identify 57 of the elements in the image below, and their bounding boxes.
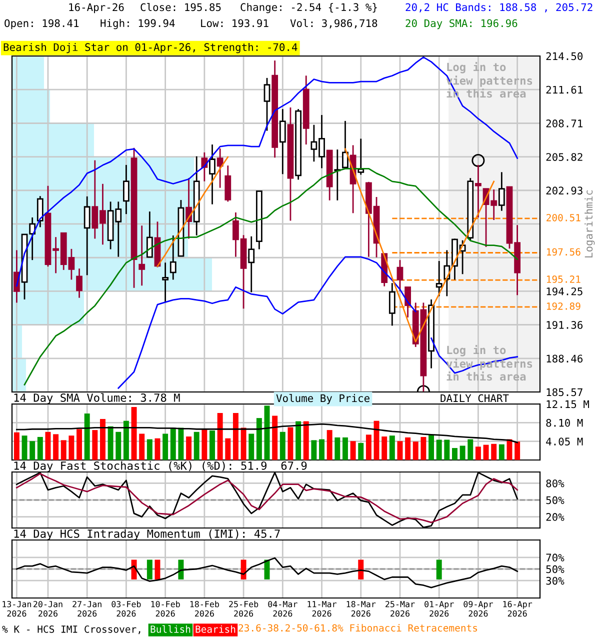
y-tick-label: 8.10 M <box>546 418 583 427</box>
text: 23.6-38.2-50-61.8% Fibonacci Retracements <box>238 624 478 632</box>
text: High: 199.94 <box>100 19 175 30</box>
annotation: Log in to view patterns in this area <box>446 344 532 381</box>
x-tick-label: 18-Mar 2026 <box>346 600 376 617</box>
y-tick-label: 191.36 <box>546 321 583 329</box>
y-tick-label: 20% <box>546 513 564 521</box>
x-tick-label: 25-Feb 2026 <box>229 600 258 617</box>
y-tick-label: 12.15 M <box>546 400 590 408</box>
chart-title: 14 Day Fast Stochastic (%K) (%D): 51.9 67.9 <box>14 461 307 472</box>
y-tick-label: 30% <box>546 576 564 585</box>
y-tick-label: 50% <box>546 565 564 574</box>
y-tick-label: 4.05 M <box>546 438 583 446</box>
text: Open: 198.41 <box>4 19 79 30</box>
y-axis-title: Logarithmic <box>584 190 595 258</box>
x-tick-label: 16-Apr 2026 <box>503 600 532 617</box>
y-tick-label: 208.71 <box>546 120 582 128</box>
x-tick-label: 09-Apr 2026 <box>464 600 493 617</box>
text: Low: 193.91 <box>201 19 268 28</box>
y-tick-label: 188.46 <box>546 354 583 363</box>
x-tick-label: 01-Apr 2026 <box>424 600 454 617</box>
text: Bullish <box>150 625 190 633</box>
x-tick-label: 25-Mar 2026 <box>386 600 415 617</box>
text: Close: 195.85 <box>140 3 221 12</box>
x-tick-label: 11-Mar 2026 <box>308 601 336 617</box>
annotation: Volume By Price <box>276 394 370 404</box>
text: Bearish <box>196 625 236 633</box>
ref-line-label: 192.89 <box>547 302 580 310</box>
chart-title: 14 Day SMA Volume: 3.78 M <box>14 393 180 404</box>
x-tick-label: 13-Jan 2026 <box>2 600 32 617</box>
text: Vol: 3,986,718 <box>290 19 378 28</box>
y-tick-label: 80% <box>546 479 564 488</box>
text: 20,2 HC Bands: 188.58 , 205.72 <box>406 3 592 12</box>
y-tick-label: 50% <box>546 496 564 504</box>
y-tick-label: 205.82 <box>546 153 582 161</box>
legend-title: % K - HCS IMI Crossover, <box>2 625 140 634</box>
text: DAILY CHART <box>440 394 509 402</box>
x-tick-label: 18-Feb 2026 <box>190 600 219 617</box>
x-tick-label: 20-Jan 2026 <box>34 600 62 617</box>
ref-line-label: 197.56 <box>547 248 580 256</box>
text: Change: -2.54 {-1.3 %} <box>240 3 377 14</box>
y-tick-label: 185.57 <box>546 388 582 396</box>
chart-title: 14 Day HCS Intraday Momentum (IMI): 45.7 <box>14 529 280 540</box>
x-tick-label: 03-Feb 2026 <box>112 600 141 617</box>
text: 16-Apr-26 <box>69 3 124 14</box>
y-tick-label: 70% <box>546 554 564 562</box>
x-tick-label: 27-Jan 2026 <box>72 600 102 617</box>
y-tick-label: 214.50 <box>546 52 583 60</box>
y-tick-label: 194.25 <box>546 287 582 296</box>
text: Bearish Doji Star on 01-Apr-26, Strength: -70.4 <box>4 43 298 54</box>
ref-line-label: 195.21 <box>547 276 580 283</box>
text: 20 Day SMA: 196.96 <box>406 19 518 30</box>
x-tick-label: 10-Feb 2026 <box>151 600 180 617</box>
y-tick-label: 211.61 <box>546 86 582 94</box>
ref-line-label: 200.51 <box>546 214 580 222</box>
y-tick-label: 202.93 <box>546 186 582 195</box>
x-tick-label: 04-Mar 2026 <box>268 600 298 617</box>
